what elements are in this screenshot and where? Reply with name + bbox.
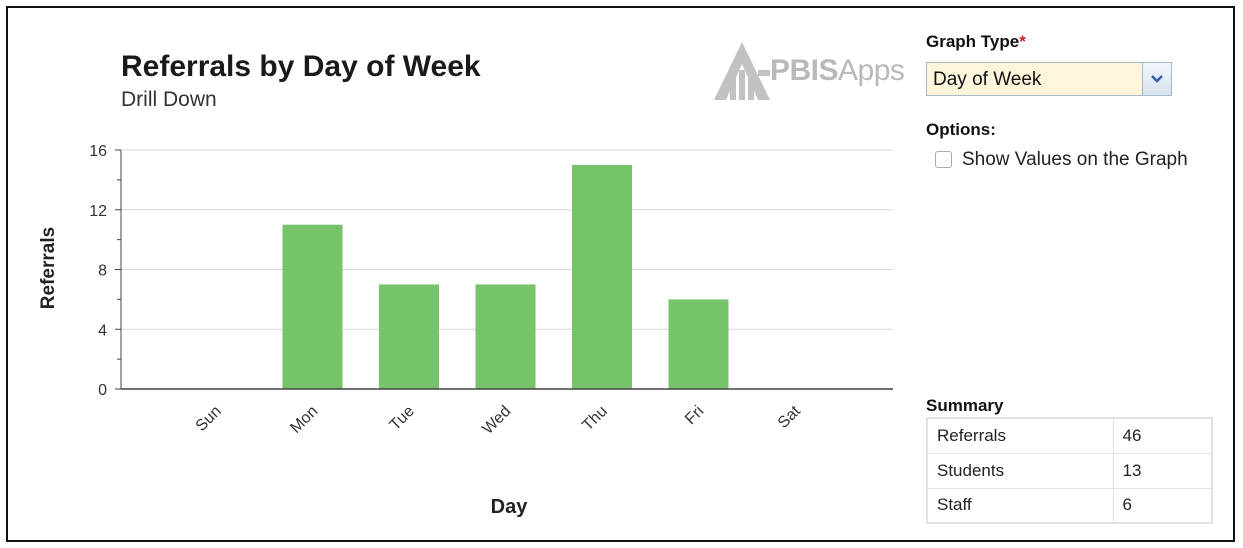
x-tick-label: Wed [479,403,514,438]
show-values-checkbox[interactable] [935,151,952,168]
bar-chart: 0 4 8 12 16 Sun Mon Tue Wed Thu Fri Sat Day Referrals [38,143,893,518]
x-tick-label: Tue [387,403,418,434]
bar-fri [668,299,729,389]
y-tick-label: 0 [98,382,107,399]
summary-row: Referrals 46 [926,417,1213,454]
y-tick-label: 8 [98,263,107,280]
chart-subtitle: Drill Down [121,88,217,111]
summary-row-label: Students [926,452,1114,489]
summary-label: Summary [926,396,1004,415]
options-label: Options: [926,120,996,139]
logo-mark-icon [714,42,770,100]
summary-table: Referrals 46 Students 13 Staff 6 [926,417,1213,524]
chevron-down-icon [1151,75,1163,83]
summary-row-label: Staff [926,487,1114,524]
bar-thu [572,164,632,389]
x-tick-label: Fri [682,403,707,428]
summary-row-value: 13 [1112,452,1213,489]
x-tick-label: Thu [579,403,611,435]
graph-type-selected-value: Day of Week [933,69,1042,90]
graph-type-label: Graph Type* [926,32,1026,51]
bar-tue [379,284,439,389]
summary-row: Students 13 [926,452,1213,489]
summary-row-value: 46 [1112,417,1213,454]
graph-type-select[interactable]: Day of Week [926,62,1172,96]
y-tick-label: 16 [89,143,107,160]
pbisapps-logo: PBISApps [712,40,912,102]
y-axis-title: Referrals [38,227,59,309]
x-axis-title: Day [491,496,529,518]
bar-mon [282,224,343,389]
bar-wed [475,284,536,389]
logo-text: PBISApps [770,54,905,87]
summary-row-label: Referrals [926,417,1114,454]
chart-title: Referrals by Day of Week [121,50,481,83]
dropdown-button[interactable] [1142,63,1171,95]
x-tick-label: Sun [193,403,225,435]
y-tick-label: 12 [89,203,107,220]
x-tick-label: Sat [775,402,804,431]
summary-row: Staff 6 [926,487,1213,524]
required-marker: * [1019,32,1026,51]
y-tick-label: 4 [98,322,107,339]
x-tick-label: Mon [287,403,321,437]
summary-row-value: 6 [1112,487,1213,524]
show-values-label[interactable]: Show Values on the Graph [962,149,1188,170]
